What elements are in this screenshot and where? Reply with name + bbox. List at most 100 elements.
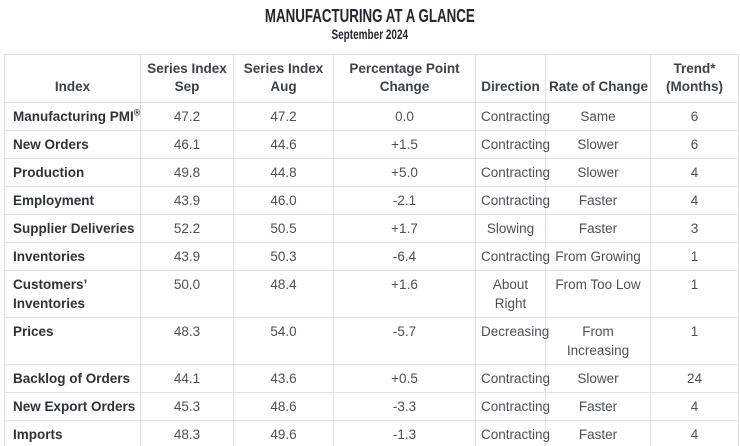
row-label: Production bbox=[4, 158, 141, 187]
row-label: Imports bbox=[4, 420, 141, 446]
cell-rate: From Too Low bbox=[545, 270, 651, 318]
row-label: Customers’ Inventories bbox=[4, 270, 141, 318]
column-header-aug: Series Index Aug bbox=[233, 54, 334, 103]
table-header-row: Index Series Index Sep Series Index Aug Per… bbox=[4, 54, 739, 103]
cell-aug: 47.2 bbox=[233, 102, 334, 131]
page-title-text: MANUFACTURING AT A GLANCE bbox=[265, 6, 475, 26]
column-header-change: Percentage Point Change bbox=[333, 54, 476, 103]
cell-direction: Contracting bbox=[475, 186, 550, 215]
cell-sep: 49.8 bbox=[140, 158, 234, 187]
page-title: MANUFACTURING AT A GLANCE bbox=[0, 7, 740, 25]
manufacturing-at-a-glance-table: Index Series Index Sep Series Index Aug Per… bbox=[4, 54, 739, 446]
cell-aug: 54.0 bbox=[233, 317, 334, 365]
column-header-index: Index bbox=[4, 54, 141, 103]
cell-change: -5.7 bbox=[333, 317, 476, 365]
cell-change: -1.3 bbox=[333, 420, 476, 446]
cell-rate: Slower bbox=[545, 130, 651, 159]
cell-change: -3.3 bbox=[333, 392, 476, 421]
column-header-sep: Series Index Sep bbox=[140, 54, 234, 103]
cell-sep: 48.3 bbox=[140, 317, 234, 365]
cell-aug: 50.5 bbox=[233, 214, 334, 243]
row-label: Employment bbox=[4, 186, 141, 215]
cell-direction: About Right bbox=[475, 270, 546, 318]
cell-trend: 6 bbox=[650, 130, 739, 159]
row-label: Inventories bbox=[4, 242, 141, 271]
cell-aug: 44.8 bbox=[233, 158, 334, 187]
column-header-rate: Rate of Change bbox=[545, 54, 651, 103]
table-row-3: Production 49.8 44.8 +5.0 Contracting Slower 4 bbox=[4, 158, 739, 187]
cell-change: +5.0 bbox=[333, 158, 476, 187]
cell-sep: 45.3 bbox=[140, 392, 234, 421]
registered-mark-icon: ® bbox=[133, 107, 141, 118]
cell-rate: Slower bbox=[545, 364, 651, 393]
row-label: New Export Orders bbox=[4, 392, 141, 421]
page-subtitle: September 2024 bbox=[0, 28, 740, 42]
column-header-trend: Trend* (Months) bbox=[650, 54, 739, 103]
cell-sep: 43.9 bbox=[140, 186, 234, 215]
cell-sep: 46.1 bbox=[140, 130, 234, 159]
cell-change: +1.6 bbox=[333, 270, 476, 318]
page-subtitle-text: September 2024 bbox=[331, 27, 409, 42]
cell-trend: 4 bbox=[650, 186, 739, 215]
cell-change: +1.7 bbox=[333, 214, 476, 243]
column-header-direction: Direction bbox=[475, 54, 546, 103]
table-body: Manufacturing PMI® 47.2 47.2 0.0 Contracting… bbox=[4, 102, 739, 446]
table-row-2: New Orders 46.1 44.6 +1.5 Contracting Slower 6 bbox=[4, 130, 739, 159]
cell-direction: Contracting bbox=[475, 130, 550, 159]
cell-trend: 1 bbox=[650, 270, 739, 318]
cell-sep: 44.1 bbox=[140, 364, 234, 393]
cell-aug: 48.4 bbox=[233, 270, 334, 318]
cell-direction: Decreasing bbox=[475, 317, 549, 365]
table-row-9: Backlog of Orders 44.1 43.6 +0.5 Contracting… bbox=[4, 364, 739, 393]
cell-rate: Slower bbox=[545, 158, 651, 187]
cell-trend: 4 bbox=[650, 392, 739, 421]
cell-sep: 48.3 bbox=[140, 420, 234, 446]
cell-rate: Faster bbox=[545, 186, 651, 215]
cell-rate: Same bbox=[545, 102, 651, 131]
cell-change: 0.0 bbox=[333, 102, 476, 131]
table-row-4: Employment 43.9 46.0 -2.1 Contracting Faster 4 bbox=[4, 186, 739, 215]
row-label: Supplier Deliveries bbox=[4, 214, 141, 243]
row-label: Prices bbox=[4, 317, 141, 365]
cell-trend: 6 bbox=[650, 102, 739, 131]
cell-change: +1.5 bbox=[333, 130, 476, 159]
cell-sep: 50.0 bbox=[140, 270, 234, 318]
table-row-8: Prices 48.3 54.0 -5.7 Decreasing From Increas… bbox=[4, 317, 739, 365]
cell-rate: From Growing bbox=[545, 242, 651, 271]
cell-change: +0.5 bbox=[333, 364, 476, 393]
row-label: New Orders bbox=[4, 130, 141, 159]
cell-direction: Slowing bbox=[475, 214, 546, 243]
cell-direction: Contracting bbox=[475, 242, 550, 271]
cell-trend: 24 bbox=[650, 364, 739, 393]
cell-aug: 46.0 bbox=[233, 186, 334, 215]
cell-aug: 44.6 bbox=[233, 130, 334, 159]
row-label: Manufacturing PMI® bbox=[4, 102, 141, 131]
cell-aug: 48.6 bbox=[233, 392, 334, 421]
cell-aug: 49.6 bbox=[233, 420, 334, 446]
table-row-11: Imports 48.3 49.6 -1.3 Contracting Faster 4 bbox=[4, 420, 739, 446]
cell-aug: 43.6 bbox=[233, 364, 334, 393]
cell-trend: 3 bbox=[650, 214, 739, 243]
cell-rate: Faster bbox=[545, 392, 651, 421]
table-row-1: Manufacturing PMI® 47.2 47.2 0.0 Contracting… bbox=[4, 102, 739, 131]
cell-sep: 43.9 bbox=[140, 242, 234, 271]
cell-trend: 1 bbox=[650, 317, 739, 365]
cell-direction: Contracting bbox=[475, 392, 550, 421]
cell-rate: Faster bbox=[545, 214, 651, 243]
cell-rate: Faster bbox=[545, 420, 651, 446]
cell-direction: Contracting bbox=[475, 102, 550, 131]
cell-change: -2.1 bbox=[333, 186, 476, 215]
cell-trend: 4 bbox=[650, 158, 739, 187]
table-row-5: Supplier Deliveries 52.2 50.5 +1.7 Slowing Fa… bbox=[4, 214, 739, 243]
cell-aug: 50.3 bbox=[233, 242, 334, 271]
cell-rate: From Increasing bbox=[545, 317, 651, 365]
table-row-10: New Export Orders 45.3 48.6 -3.3 Contracting… bbox=[4, 392, 739, 421]
cell-direction: Contracting bbox=[475, 420, 550, 446]
cell-sep: 47.2 bbox=[140, 102, 234, 131]
cell-sep: 52.2 bbox=[140, 214, 234, 243]
cell-trend: 1 bbox=[650, 242, 739, 271]
table-row-7: Customers’ Inventories 50.0 48.4 +1.6 About … bbox=[4, 270, 739, 318]
cell-trend: 4 bbox=[650, 420, 739, 446]
table-header: Index Series Index Sep Series Index Aug Per… bbox=[4, 54, 739, 103]
cell-direction: Contracting bbox=[475, 364, 550, 393]
